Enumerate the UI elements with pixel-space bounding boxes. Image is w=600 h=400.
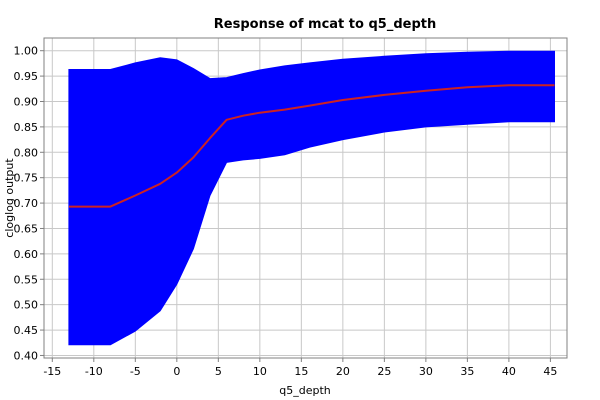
response-line	[68, 84, 555, 208]
y-tick-label: 0.95	[14, 70, 39, 83]
y-tick-label: 0.45	[14, 324, 39, 337]
x-tick-label: -5	[130, 365, 141, 378]
y-tick-label: 0.70	[14, 197, 39, 210]
y-tick-label: 0.65	[14, 222, 39, 235]
x-tick-label: -15	[43, 365, 61, 378]
y-tick-label: 1.00	[14, 45, 39, 58]
tick-layer: -15 -10 -5 0 5 10 15 20 25 30 35 40 45 0.40 0.45 0.50 0.…	[14, 45, 558, 378]
x-tick-label: 15	[294, 365, 308, 378]
y-axis-label: cloglog output	[3, 158, 16, 238]
y-tick-label: 0.60	[14, 248, 39, 261]
y-tick-label: 0.75	[14, 172, 39, 185]
y-tick-label: 0.55	[14, 273, 39, 286]
y-tick-label: 0.50	[14, 299, 39, 312]
x-axis-label: q5_depth	[279, 384, 331, 397]
plot-frame	[43, 37, 568, 359]
x-tick-label: 0	[173, 365, 180, 378]
y-tick-label: 0.90	[14, 95, 39, 108]
x-tick-label: 45	[543, 365, 557, 378]
x-tick-label: 25	[377, 365, 391, 378]
x-tick-label: 35	[460, 365, 474, 378]
x-tick-label: 30	[419, 365, 433, 378]
y-tick-label: 0.85	[14, 121, 39, 134]
x-tick-label: 40	[502, 365, 516, 378]
x-tick-label: 10	[253, 365, 267, 378]
response-line-layer	[68, 84, 555, 208]
x-tick-label: 20	[336, 365, 350, 378]
x-tick-label: 5	[215, 365, 222, 378]
y-tick-label: 0.80	[14, 146, 39, 159]
confidence-band-layer	[68, 50, 555, 346]
y-tick-label: 0.40	[14, 349, 39, 362]
chart-title: Response of mcat to q5_depth	[214, 17, 436, 32]
confidence-band	[68, 50, 555, 346]
x-tick-label: -10	[85, 365, 103, 378]
